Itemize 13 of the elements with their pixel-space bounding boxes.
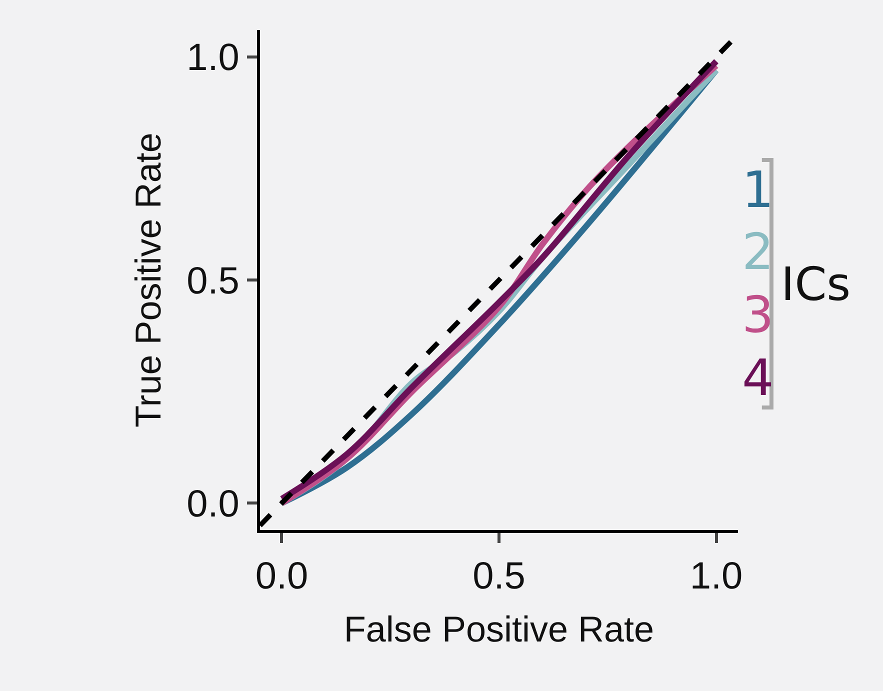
y-tick-label: 0.0 xyxy=(186,484,240,526)
x-tick-label: 0.5 xyxy=(472,556,526,598)
y-axis-title: True Positive Rate xyxy=(127,132,168,428)
series-label: 1 xyxy=(742,161,774,219)
y-tick-label: 0.5 xyxy=(186,260,240,302)
legend-title: ICs xyxy=(781,257,851,311)
x-axis-title: False Positive Rate xyxy=(344,608,654,650)
text: 3 xyxy=(742,286,774,344)
text: 2 xyxy=(742,223,774,281)
text: 4 xyxy=(742,349,774,407)
x-tick-label: 1.0 xyxy=(690,556,743,598)
y-tick-label: 1.0 xyxy=(186,37,240,80)
x-tick-label: 0.0 xyxy=(255,556,308,598)
